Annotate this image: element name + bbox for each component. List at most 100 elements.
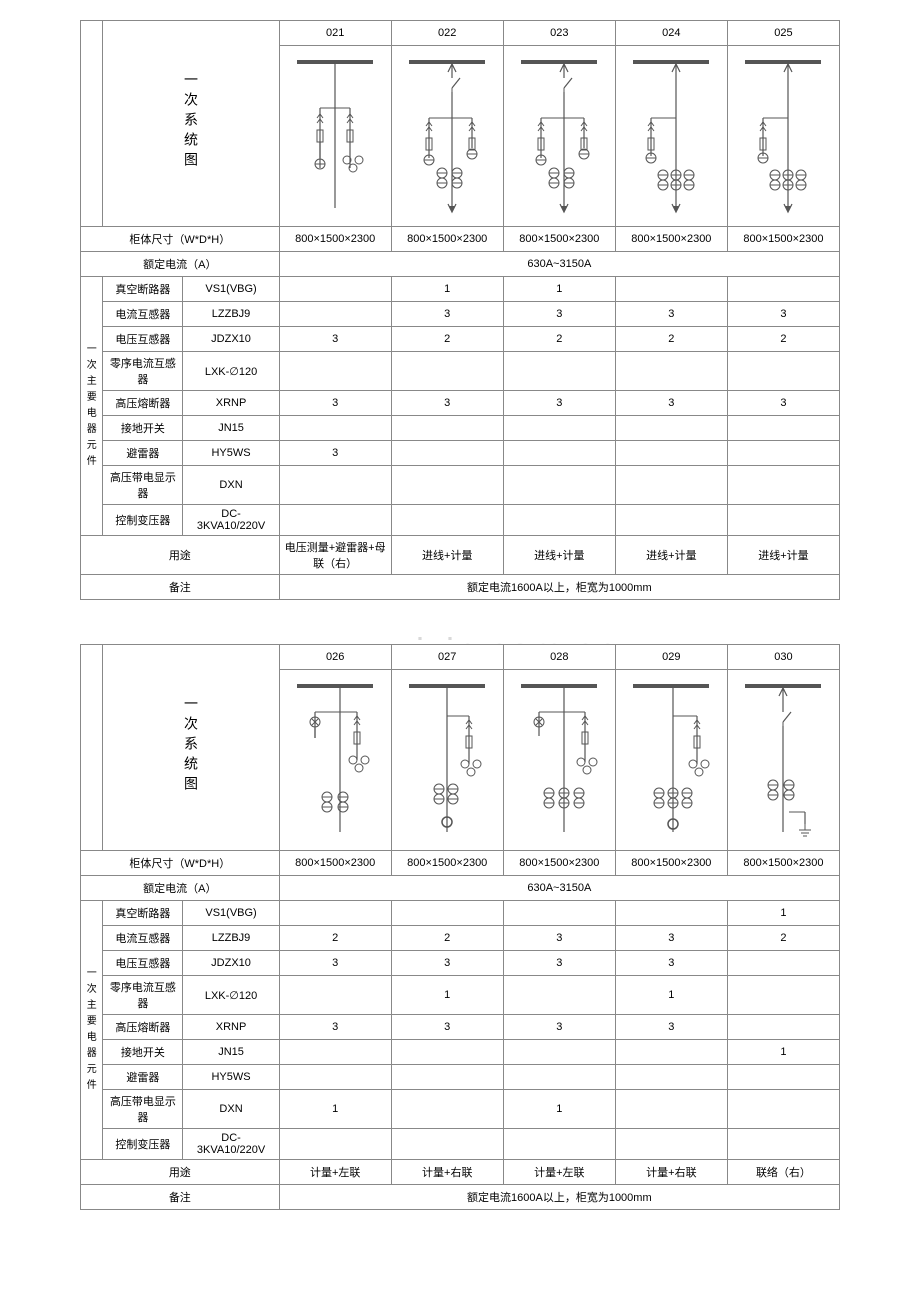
remark-label: 备注 (81, 1185, 280, 1210)
component-qty (727, 441, 839, 466)
component-qty (279, 1065, 391, 1090)
cabinet-size: 800×1500×2300 (391, 851, 503, 876)
rated-current-label: 额定电流（A） (81, 252, 280, 277)
component-qty (727, 1129, 839, 1160)
component-row: 高压熔断器XRNP3333 (81, 1015, 840, 1040)
component-row: 接地开关JN151 (81, 1040, 840, 1065)
component-qty (391, 441, 503, 466)
component-qty (503, 976, 615, 1015)
component-qty: 3 (391, 391, 503, 416)
rated-current-label: 额定电流（A） (81, 876, 280, 901)
usage: 联络（右） (727, 1160, 839, 1185)
component-qty (391, 901, 503, 926)
cabinet-size-label: 柜体尺寸（W*D*H） (81, 227, 280, 252)
usage: 计量+左联 (503, 1160, 615, 1185)
component-model: LXK-∅120 (183, 352, 279, 391)
component-qty: 3 (727, 391, 839, 416)
schematic-d022 (509, 48, 609, 224)
component-model: DC-3KVA10/220V (183, 1129, 279, 1160)
component-qty (503, 441, 615, 466)
diagram-cell (615, 46, 727, 227)
component-name: 避雷器 (103, 441, 183, 466)
component-model: LXK-∅120 (183, 976, 279, 1015)
col-id: 028 (503, 645, 615, 670)
col-id: 030 (727, 645, 839, 670)
component-row: 避雷器HY5WS3 (81, 441, 840, 466)
cabinet-size: 800×1500×2300 (727, 227, 839, 252)
schematic-d029 (621, 672, 721, 848)
schematic-d024 (733, 48, 833, 224)
component-qty: 3 (727, 302, 839, 327)
component-name: 真空断路器 (103, 277, 183, 302)
component-qty: 3 (503, 951, 615, 976)
component-qty: 1 (503, 277, 615, 302)
component-row: 高压带电显示器DXN (81, 466, 840, 505)
component-qty (279, 302, 391, 327)
component-qty (503, 1040, 615, 1065)
diagram-cell (279, 670, 391, 851)
component-name: 真空断路器 (103, 901, 183, 926)
component-qty (279, 505, 391, 536)
component-qty (727, 951, 839, 976)
component-qty: 3 (279, 327, 391, 352)
component-name: 避雷器 (103, 1065, 183, 1090)
component-qty: 2 (727, 327, 839, 352)
component-qty: 3 (503, 1015, 615, 1040)
component-name: 零序电流互感器 (103, 976, 183, 1015)
component-qty: 3 (279, 391, 391, 416)
component-row: 电压互感器JDZX103333 (81, 951, 840, 976)
diagram-cell (503, 46, 615, 227)
component-qty (615, 505, 727, 536)
component-qty: 2 (279, 926, 391, 951)
component-row: 一次主要电器元件真空断路器VS1(VBG)11 (81, 277, 840, 302)
rated-current: 630A~3150A (279, 252, 839, 277)
component-qty: 3 (279, 951, 391, 976)
component-name: 高压熔断器 (103, 391, 183, 416)
cabinet-size-label: 柜体尺寸（W*D*H） (81, 851, 280, 876)
remark-label: 备注 (81, 575, 280, 600)
component-qty (727, 1090, 839, 1129)
component-model: DXN (183, 466, 279, 505)
component-qty: 3 (503, 391, 615, 416)
cabinet-size: 800×1500×2300 (391, 227, 503, 252)
diagram-cell (391, 670, 503, 851)
component-qty (615, 1065, 727, 1090)
component-qty (279, 352, 391, 391)
component-qty (391, 1040, 503, 1065)
component-qty: 3 (615, 926, 727, 951)
diagram-title: 一次系统图 (181, 696, 201, 796)
usage: 进线+计量 (615, 536, 727, 575)
component-qty: 3 (279, 441, 391, 466)
usage: 计量+左联 (279, 1160, 391, 1185)
component-qty: 3 (279, 1015, 391, 1040)
component-qty (615, 352, 727, 391)
component-name: 控制变压器 (103, 1129, 183, 1160)
usage: 计量+右联 (391, 1160, 503, 1185)
component-model: JDZX10 (183, 327, 279, 352)
usage: 电压测量+避雷器+母联（右） (279, 536, 391, 575)
component-qty (503, 1129, 615, 1160)
cabinet-size: 800×1500×2300 (279, 851, 391, 876)
component-qty (727, 1065, 839, 1090)
component-row: 一次主要电器元件真空断路器VS1(VBG)1 (81, 901, 840, 926)
component-qty: 2 (615, 327, 727, 352)
component-qty (279, 277, 391, 302)
component-qty (615, 1090, 727, 1129)
component-qty (391, 416, 503, 441)
component-model: DXN (183, 1090, 279, 1129)
component-model: JN15 (183, 416, 279, 441)
component-model: JN15 (183, 1040, 279, 1065)
component-qty (391, 466, 503, 505)
component-qty (391, 1065, 503, 1090)
component-model: XRNP (183, 391, 279, 416)
component-qty (279, 901, 391, 926)
component-row: 控制变压器DC-3KVA10/220V (81, 1129, 840, 1160)
diagram-cell (615, 670, 727, 851)
component-qty (279, 1040, 391, 1065)
component-qty: 2 (391, 926, 503, 951)
usage-label: 用途 (81, 1160, 280, 1185)
side-group-label: 一次主要电器元件 (81, 901, 103, 1160)
schematic-d021 (285, 48, 385, 224)
component-qty: 3 (391, 1015, 503, 1040)
component-qty (615, 1040, 727, 1065)
